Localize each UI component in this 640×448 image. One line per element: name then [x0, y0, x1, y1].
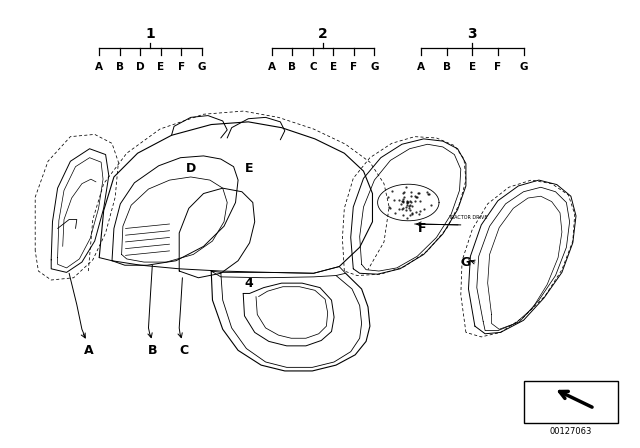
- Text: A: A: [95, 62, 103, 72]
- Text: E: E: [330, 62, 337, 72]
- Text: D: D: [136, 62, 145, 72]
- Text: G: G: [370, 62, 379, 72]
- Text: B: B: [148, 344, 157, 357]
- Text: B: B: [289, 62, 296, 72]
- Text: F: F: [177, 62, 185, 72]
- Text: F: F: [494, 62, 502, 72]
- Text: B: B: [443, 62, 451, 72]
- Text: 00127063: 00127063: [550, 427, 592, 436]
- Bar: [524, 381, 618, 423]
- Text: A: A: [268, 62, 276, 72]
- Text: G: G: [197, 62, 206, 72]
- Text: B: B: [116, 62, 124, 72]
- Text: F: F: [350, 62, 358, 72]
- Text: E: E: [468, 62, 476, 72]
- Text: 1: 1: [145, 26, 156, 41]
- Text: D: D: [186, 161, 196, 175]
- Text: 3: 3: [467, 26, 477, 41]
- Text: C: C: [309, 62, 317, 72]
- Text: A: A: [83, 344, 93, 357]
- Text: G: G: [519, 62, 528, 72]
- Text: G: G: [461, 255, 471, 269]
- Text: E: E: [157, 62, 164, 72]
- Text: E: E: [245, 161, 254, 175]
- Text: F: F: [418, 222, 427, 235]
- Text: TRACTOR DRIVE: TRACTOR DRIVE: [448, 215, 488, 220]
- Text: C: C: [180, 344, 189, 357]
- Text: 4: 4: [244, 276, 253, 290]
- Text: A: A: [417, 62, 425, 72]
- Text: 2: 2: [318, 26, 328, 41]
